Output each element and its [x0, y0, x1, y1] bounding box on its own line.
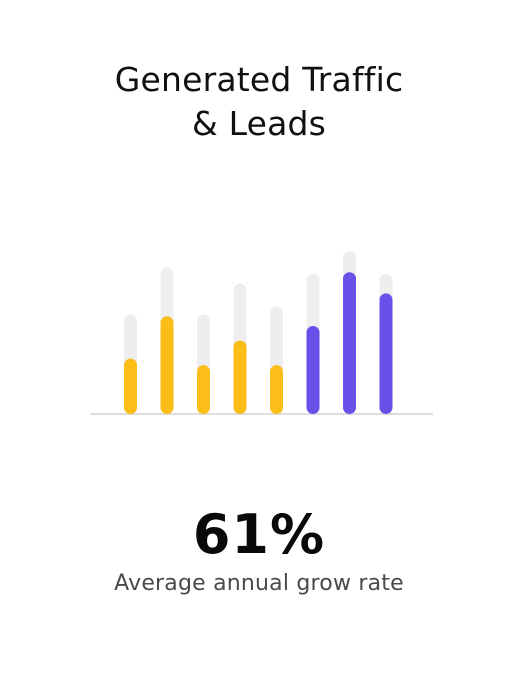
chart-title: Generated Traffic & Leads [0, 58, 518, 146]
chart-title-line-1: Generated Traffic [114, 60, 404, 99]
chart-title-line-2: & Leads [191, 104, 327, 143]
bar-4 [233, 340, 247, 414]
bar-6 [306, 325, 320, 414]
bar-3 [197, 365, 210, 414]
bar-7 [343, 272, 356, 414]
bar-2 [160, 316, 174, 414]
bar-1 [124, 358, 137, 414]
bar-chart [90, 251, 433, 415]
bar-5 [270, 365, 283, 414]
growth-rate-value: 61% [192, 503, 326, 566]
bar-8 [379, 293, 393, 414]
growth-rate-caption: Average annual grow rate [114, 571, 404, 596]
